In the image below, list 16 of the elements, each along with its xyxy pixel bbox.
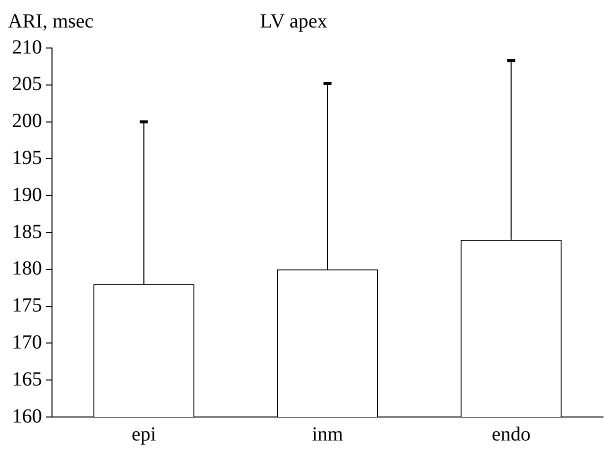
y-tick-label: 195 [12, 146, 42, 169]
y-axis-title: ARI, msec [8, 10, 94, 32]
x-tick-label: epi [132, 423, 156, 446]
y-tick-label: 165 [12, 368, 42, 390]
y-tick-label: 200 [12, 110, 42, 132]
y-tick-label: 175 [12, 294, 42, 317]
y-tick-label: 180 [12, 258, 42, 280]
y-tick-label: 170 [12, 331, 42, 354]
x-tick-label: inm [312, 423, 344, 446]
y-tick-label: 205 [12, 73, 42, 96]
y-tick-label: 185 [12, 220, 42, 243]
chart-title: LV apex [260, 10, 328, 32]
y-tick-label: 160 [12, 405, 42, 428]
y-tick-label: 190 [12, 184, 42, 206]
y-tick-label: 210 [12, 36, 42, 58]
x-tick-label: endo [492, 423, 531, 446]
